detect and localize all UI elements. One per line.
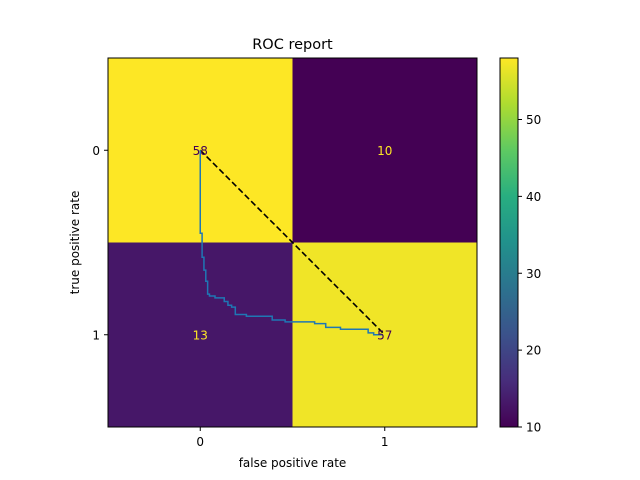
x-tick-label: 0 [196,435,204,449]
diagonal-dashed-line [199,149,386,336]
roc-overlay [199,149,386,336]
colorbar-tick-label: 50 [526,113,541,127]
chart-title: ROC report [252,37,333,53]
colorbar-tick-label: 40 [526,190,541,204]
colorbar-ticks: 10 20 30 40 50 [518,113,541,435]
cell-label-1-1: 57 [377,328,392,342]
cell-value-labels: 58 10 13 57 [193,144,393,343]
heatmap-cell-1-0 [108,242,293,427]
x-tick-label: 1 [381,435,389,449]
colorbar-tick-label: 10 [526,421,541,435]
y-tick-label: 0 [92,144,100,158]
plot-frame [107,57,478,428]
cell-label-1-0: 13 [193,328,208,342]
cell-label-0-1: 10 [377,144,392,158]
heatmap-cell-0-1 [292,58,477,243]
y-tick-label: 1 [92,328,100,342]
cell-label-0-0: 58 [193,144,208,158]
colorbar [499,57,519,428]
colorbar-tick-label: 20 [526,344,541,358]
x-axis-label: false positive rate [239,456,347,470]
heatmap-cells [108,58,477,427]
colorbar-tick-label: 30 [526,267,541,281]
axes: 0 1 0 1 [92,144,388,449]
roc-curve-line [199,150,383,336]
y-axis-label: true positive rate [68,191,82,295]
